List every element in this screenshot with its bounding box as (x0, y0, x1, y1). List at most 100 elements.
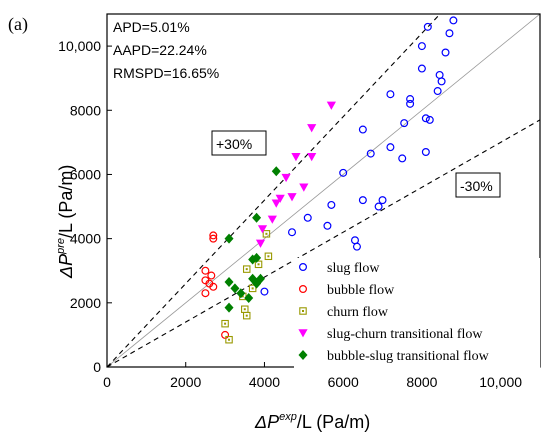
data-point (288, 228, 297, 237)
y-tick-label: 10,000 (58, 38, 101, 54)
data-point (374, 202, 383, 211)
stats-box: APD=5.01% AAPD=22.24% RMSPD=16.65% (113, 19, 219, 81)
data-point (256, 273, 266, 284)
data-point (271, 166, 281, 177)
data-point (209, 282, 218, 291)
legend-label: bubble-slug transitional flow (327, 349, 490, 364)
data-point (423, 22, 432, 31)
data-point (421, 147, 430, 156)
x-tick-label: 0 (103, 374, 111, 390)
data-point (307, 153, 317, 162)
data-point (275, 194, 285, 203)
legend-label: slug-churn transitional flow (327, 327, 483, 342)
data-point (209, 231, 218, 240)
reference-lines (107, 14, 540, 367)
series-3 (255, 101, 336, 248)
data-point (281, 173, 291, 183)
lower-band-text: -30% (460, 178, 493, 194)
y-tick-label: 8000 (70, 102, 101, 118)
x-tick-label: 2000 (170, 374, 201, 390)
legend-marker (299, 263, 308, 272)
data-point (406, 95, 415, 104)
data-point (255, 239, 266, 248)
rmspd-stat: RMSPD=16.65% (113, 65, 219, 81)
data-point (224, 276, 234, 287)
legend-label: slug flow (327, 261, 380, 276)
data-point (323, 221, 332, 230)
x-tick-label: 10,000 (479, 374, 522, 390)
x-tick-label: 4000 (249, 374, 280, 390)
data-point (244, 293, 254, 304)
data-point (267, 215, 277, 224)
x-axis-title: ΔPexp/L (Pa/m) (254, 411, 370, 432)
y-tick-label: 6000 (70, 166, 101, 182)
x-axis-title-sup: exp (279, 411, 297, 423)
data-point (291, 153, 301, 162)
data-point (366, 149, 375, 158)
data-point (339, 168, 348, 177)
legend-marker (299, 307, 307, 315)
legend: slug flow bubble flow churn flow slug-churn… (294, 258, 540, 371)
y-axis-title: ΔPpre/L (Pa/m) (55, 165, 76, 279)
data-point (425, 115, 434, 124)
data-point (441, 48, 450, 57)
legend-background (294, 258, 540, 371)
data-point (287, 193, 297, 202)
apd-stat: APD=5.01% (113, 19, 190, 35)
data-point (352, 242, 361, 251)
data-point (327, 200, 336, 209)
data-point (386, 143, 395, 152)
data-point (248, 284, 257, 293)
lower-band-label: -30% (455, 172, 501, 198)
data-point (307, 124, 317, 133)
data-point (254, 260, 263, 269)
data-point (449, 16, 458, 25)
series-4 (224, 166, 281, 313)
data-points (201, 16, 458, 344)
legend-label: bubble flow (327, 283, 395, 298)
data-point (221, 330, 230, 339)
data-point (378, 196, 387, 205)
data-point (417, 42, 426, 51)
panel-label: (a) (8, 14, 28, 35)
data-point (252, 212, 262, 223)
series-1 (201, 231, 230, 339)
data-point (435, 70, 444, 79)
data-point (201, 266, 210, 275)
reference-line-2 (107, 119, 540, 367)
y-tick-label: 2000 (70, 295, 101, 311)
data-point (230, 283, 240, 294)
upper-band-label: +30% (211, 130, 267, 156)
data-point (358, 196, 367, 205)
data-point (400, 119, 409, 128)
data-point (236, 288, 246, 299)
x-axis-title-prefix: ΔP (254, 412, 279, 432)
x-tick-label: 8000 (406, 374, 437, 390)
data-point (242, 265, 251, 273)
data-point (271, 199, 281, 208)
data-point (437, 77, 446, 86)
y-tick-label: 0 (93, 359, 101, 375)
series-2 (221, 230, 273, 344)
x-axis-title-suffix: /L (Pa/m) (297, 412, 370, 432)
legend-marker (299, 285, 308, 294)
data-point (350, 236, 359, 245)
data-point (221, 319, 229, 328)
series-0 (260, 16, 458, 296)
data-point (398, 154, 407, 163)
data-point (264, 252, 273, 261)
data-point (224, 302, 234, 313)
upper-band-text: +30% (216, 136, 252, 152)
data-point (207, 271, 216, 280)
legend-label: churn flow (327, 305, 389, 320)
data-point (201, 289, 210, 298)
legend-marker (298, 329, 308, 338)
data-point (299, 183, 309, 192)
data-point (421, 114, 430, 123)
data-point (252, 252, 262, 263)
data-point (433, 87, 442, 96)
y-axis-title-sup: pre (55, 238, 67, 255)
data-point (303, 213, 312, 222)
data-point (262, 230, 271, 238)
